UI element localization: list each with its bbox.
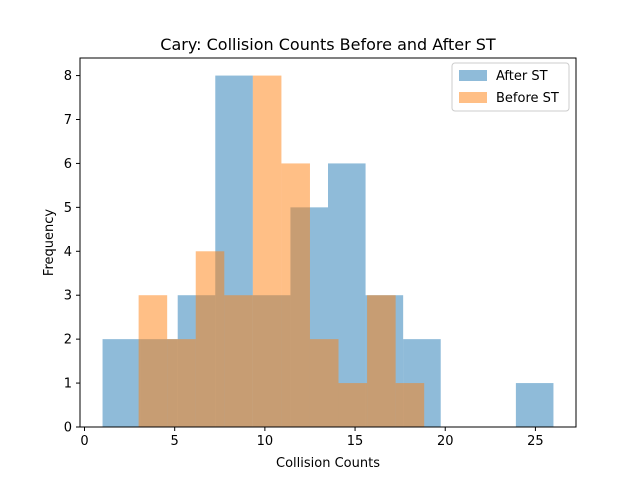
bar-before-st-0 (138, 295, 168, 427)
x-axis-ticks: 0 5 10 15 20 25 (80, 427, 544, 449)
chart-title: Cary: Collision Counts Before and After … (160, 35, 496, 54)
y-axis-label: Frequency (42, 209, 57, 276)
bar-before-st-7 (338, 383, 368, 427)
bar-before-st-5 (281, 163, 310, 427)
y-tick-label: 0 (64, 421, 72, 436)
legend-label-before-st: Before ST (496, 91, 559, 106)
y-tick-label: 7 (64, 113, 72, 128)
y-tick-label: 8 (64, 69, 72, 84)
x-tick-label: 0 (80, 434, 88, 449)
y-tick-label: 2 (64, 333, 72, 348)
legend-swatch-before-st (459, 92, 487, 103)
y-tick-label: 5 (64, 201, 72, 216)
bar-before-st-2 (195, 251, 225, 427)
legend-label-after-st: After ST (496, 69, 548, 84)
bar-before-st-6 (309, 339, 339, 427)
legend: After ST Before ST (451, 62, 570, 112)
x-tick-label: 25 (527, 434, 544, 449)
y-tick-label: 1 (64, 377, 72, 392)
legend-swatch-after-st (459, 70, 487, 81)
bar-before-st-4 (252, 75, 282, 428)
x-tick-label: 10 (257, 434, 274, 449)
bar-before-st-1 (167, 339, 196, 427)
x-tick-label: 20 (437, 434, 454, 449)
x-tick-label: 5 (171, 434, 179, 449)
bar-before-st-3 (224, 295, 253, 427)
y-tick-label: 6 (64, 157, 72, 172)
y-axis-ticks: 0 1 2 3 4 5 6 7 8 (64, 69, 80, 436)
x-axis-label: Collision Counts (276, 456, 380, 471)
x-tick-label: 15 (347, 434, 364, 449)
bar-before-st-8 (367, 295, 396, 427)
bar-after-st-0 (102, 339, 141, 427)
bars-layer (102, 75, 554, 428)
plot-frame (79, 57, 577, 428)
y-tick-label: 3 (64, 289, 72, 304)
y-tick-label: 4 (64, 245, 72, 260)
bar-before-st-9 (395, 383, 425, 427)
bar-after-st-11 (515, 383, 554, 427)
